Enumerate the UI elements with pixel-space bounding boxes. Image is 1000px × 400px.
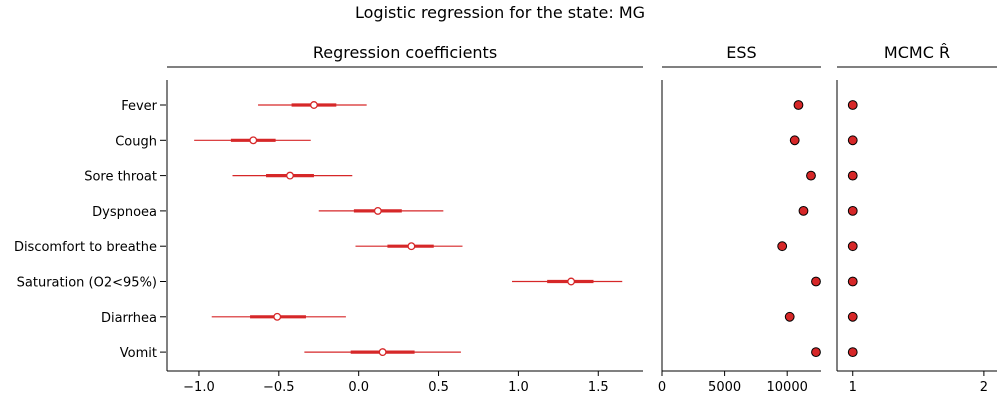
- rhat-point: [847, 276, 858, 287]
- mean-point: [249, 136, 258, 145]
- x-tick-label: 5000: [708, 380, 741, 395]
- y-tick-label: Vomit: [120, 346, 157, 361]
- x-tick-label: −1.0: [183, 380, 215, 395]
- rhat-point: [847, 135, 858, 146]
- y-tick-label: Sore throat: [84, 170, 157, 185]
- y-tick-label: Cough: [115, 134, 157, 149]
- y-tick-label: Saturation (O2<95%): [17, 276, 157, 291]
- x-tick-label: 0: [658, 380, 666, 395]
- mean-point: [378, 348, 387, 357]
- ess-point: [811, 347, 821, 358]
- panels: Regression coefficients −1.0 −0.5 0.0 0.5 1.0…: [166, 43, 997, 395]
- panel-coefficients: Regression coefficients −1.0 −0.5 0.0 0.5 1.0…: [166, 43, 643, 395]
- mean-point: [286, 171, 294, 180]
- x-tick-label: 0.5: [428, 380, 449, 395]
- rhat-point: [847, 311, 858, 322]
- ess-point: [793, 100, 804, 110]
- mean-point: [273, 312, 282, 321]
- y-tick-label: Fever: [121, 99, 157, 114]
- x-tick-label: 2: [980, 380, 988, 395]
- mean-point: [373, 206, 382, 215]
- y-tick-label: Discomfort to breathe: [14, 240, 157, 255]
- y-tick-label: Diarrhea: [101, 311, 157, 326]
- mean-point: [310, 101, 318, 109]
- panel-title: MCMC R̂: [884, 43, 950, 62]
- x-tick-label: 1: [849, 380, 857, 395]
- mean-point: [407, 242, 416, 251]
- x-tick-label: 10000: [767, 380, 808, 395]
- y-axis-labels: Fever Cough Sore throat Dyspnoea Discomfort …: [14, 99, 166, 361]
- x-tick-label: 1.5: [588, 380, 609, 395]
- panel-rhat: MCMC R̂ 1 2: [836, 43, 997, 395]
- ess-point: [777, 241, 788, 252]
- figure-title: Logistic regression for the state: MG: [355, 3, 645, 22]
- rhat-point: [847, 206, 858, 216]
- mean-point: [567, 277, 576, 286]
- rhat-point: [847, 170, 858, 181]
- x-tick-label: −0.5: [263, 380, 295, 395]
- rhat-point: [847, 241, 858, 252]
- ess-point: [811, 276, 821, 287]
- panel-title: Regression coefficients: [313, 43, 497, 62]
- x-tick-label: 1.0: [508, 380, 529, 395]
- ess-point: [789, 135, 800, 146]
- ess-point: [784, 311, 795, 322]
- y-tick-label: Dyspnoea: [92, 205, 157, 220]
- ess-point: [798, 206, 809, 216]
- ess-point: [806, 170, 816, 181]
- panel-ess: ESS 0 5000 10000: [658, 43, 821, 395]
- panel-title: ESS: [726, 43, 756, 62]
- x-tick-label: 0.0: [348, 380, 369, 395]
- rhat-point: [847, 347, 858, 358]
- rhat-point: [847, 100, 858, 110]
